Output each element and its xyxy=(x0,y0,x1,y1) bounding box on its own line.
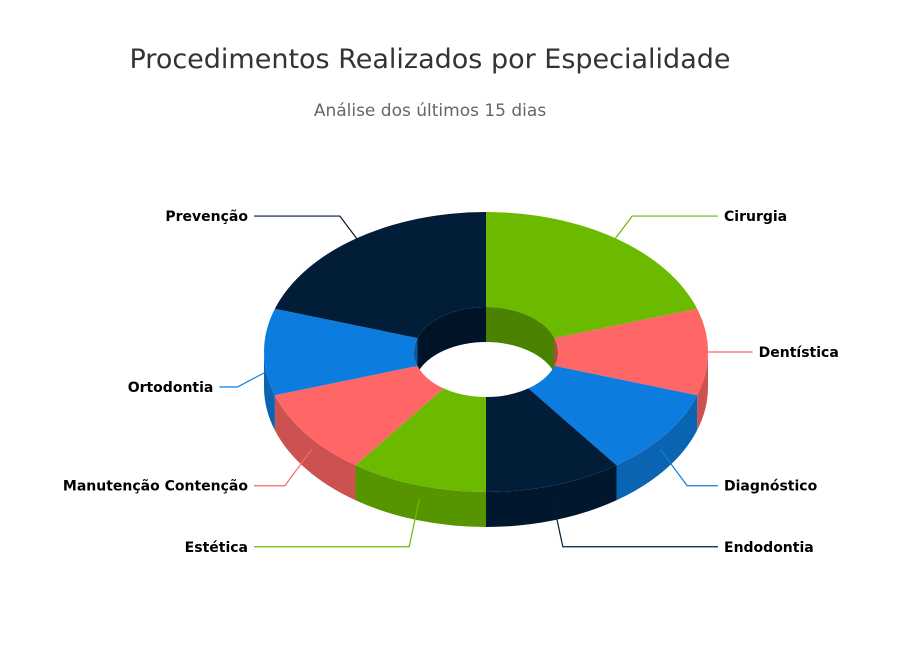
side-wall-endodontia xyxy=(486,465,617,527)
side-wall-ortodontia xyxy=(264,352,275,431)
connector-ortodontia xyxy=(219,368,271,388)
slice-diagnostico[interactable] xyxy=(528,365,698,466)
data-label-ortodontia: Ortodontia xyxy=(128,380,214,396)
connector-estetica xyxy=(254,498,421,548)
chart-subtitle: Análise dos últimos 15 dias xyxy=(314,101,547,121)
slice-endodontia[interactable] xyxy=(486,388,617,492)
connector-endodontia xyxy=(551,498,718,548)
connector-cirurgia xyxy=(612,215,718,243)
data-label-prevencao: Prevenção xyxy=(165,209,248,225)
connector-manutencao-contencao xyxy=(254,448,313,487)
slices-group xyxy=(263,212,708,527)
slice-estetica[interactable] xyxy=(355,388,486,492)
inner-wall-prevencao xyxy=(417,307,486,374)
data-label-endodontia: Endodontia xyxy=(724,540,814,556)
slice-dentistica[interactable] xyxy=(554,308,708,396)
side-wall-dentistica xyxy=(697,352,708,431)
data-label-cirurgia: Cirurgia xyxy=(724,209,787,225)
data-labels-group: Cirurgia Dentística Diagnóstico Endodontia E… xyxy=(63,209,839,556)
chart-title: Procedimentos Realizados por Especialida… xyxy=(130,44,731,75)
connector-diagnostico xyxy=(659,448,718,487)
side-wall-diagnostico xyxy=(616,395,698,501)
data-label-diagnostico: Diagnóstico xyxy=(724,479,818,495)
data-label-estetica: Estética xyxy=(185,540,248,556)
connector-prevencao xyxy=(254,215,360,243)
side-wall-manutencao-contencao xyxy=(274,395,356,501)
data-label-dentistica: Dentística xyxy=(759,345,839,361)
slice-cirurgia[interactable] xyxy=(486,212,698,339)
slice-ortodontia[interactable] xyxy=(263,308,418,396)
side-wall-estetica xyxy=(355,465,486,527)
slice-prevencao[interactable] xyxy=(274,212,486,339)
inner-wall-cirurgia xyxy=(486,307,555,374)
data-label-manutencao-contencao: Manutenção Contenção xyxy=(63,479,248,495)
slice-manutencao-contencao[interactable] xyxy=(274,365,444,466)
